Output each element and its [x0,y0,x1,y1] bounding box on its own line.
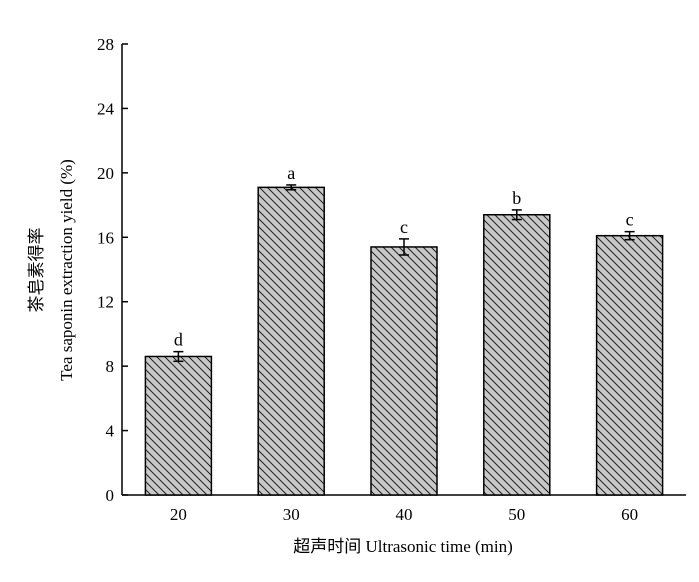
axis-labels: 茶皂素得率 Tea saponin extraction yield (%) 超… [27,159,513,556]
bar [370,246,438,496]
significance-label: c [400,217,408,237]
bars: d a c b c [144,163,664,496]
y-tick-label: 20 [97,164,114,183]
significance-label: a [287,163,295,183]
x-tick-label: 60 [621,505,638,524]
x-tick-label: 40 [396,505,413,524]
x-tick-label: 50 [508,505,525,524]
bar [595,234,664,496]
y-tick-label: 28 [97,35,114,54]
x-axis-title: 超声时间 Ultrasonic time (min) [293,537,513,556]
y-tick-label: 0 [106,486,115,505]
bar [257,186,325,496]
significance-label: d [174,330,183,350]
y-tick-label: 24 [97,99,115,118]
y-axis-title-cn: 茶皂素得率 [27,228,46,313]
bar [144,355,213,496]
bar [483,213,551,496]
y-tick-label: 12 [97,293,114,312]
y-axis-title: Tea saponin extraction yield (%) [57,159,76,381]
y-tick-label: 8 [106,357,115,376]
significance-label: b [512,188,521,208]
x-tick-label: 20 [170,505,187,524]
y-tick-label: 4 [106,422,115,441]
x-tick-label: 30 [283,505,300,524]
significance-label: c [626,210,634,230]
y-tick-label: 16 [97,228,114,247]
